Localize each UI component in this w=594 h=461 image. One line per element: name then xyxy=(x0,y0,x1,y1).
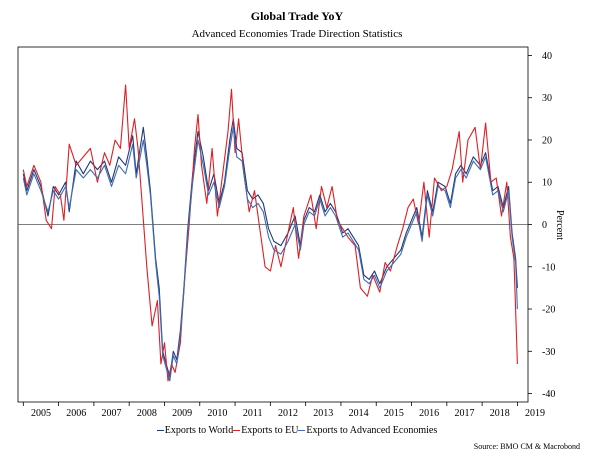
x-tick-label: 2016 xyxy=(419,408,439,419)
legend-swatch-world xyxy=(156,429,164,432)
y-axis-label: Percent xyxy=(554,210,565,240)
x-tick-label: 2011 xyxy=(243,408,263,419)
legend-swatch-advanced xyxy=(298,429,306,432)
x-tick-label: 2013 xyxy=(313,408,333,419)
source-note: Source: BMO CM & Macrobond xyxy=(473,442,580,451)
series-line-advanced xyxy=(22,126,518,382)
x-tick-label: 2010 xyxy=(207,408,227,419)
legend-swatch-eu xyxy=(233,429,241,432)
x-tick-label: 2015 xyxy=(384,408,404,419)
x-axis: 2005 2006 2007 2008 2009 2010 2011 2012 2013 2014… xyxy=(22,402,545,419)
chart-title: Global Trade YoY xyxy=(250,9,344,23)
x-tick-label: 2017 xyxy=(454,408,474,419)
y-tick-label: 10 xyxy=(542,178,552,189)
x-tick-label: 2005 xyxy=(31,408,51,419)
y-tick-label: -40 xyxy=(542,389,555,400)
x-tick-label: 2008 xyxy=(137,408,157,419)
legend-item-world: Exports to World xyxy=(156,425,234,436)
y-tick-label: 40 xyxy=(542,51,552,62)
legend-label-advanced: Exports to Advanced Economies xyxy=(306,425,438,436)
x-tick-label: 2009 xyxy=(172,408,192,419)
x-tick-label: 2019 xyxy=(525,408,545,419)
y-tick-label: -20 xyxy=(542,305,555,316)
chart-subtitle: Advanced Economies Trade Direction Stati… xyxy=(191,28,403,40)
x-tick-label: 2007 xyxy=(102,408,122,419)
x-tick-label: 2012 xyxy=(278,408,298,419)
y-axis: -40 -30 -20 -10 0 10 20 30 40 xyxy=(528,51,555,400)
y-tick-label: 30 xyxy=(542,93,552,104)
legend-item-advanced: Exports to Advanced Economies xyxy=(298,425,437,436)
y-tick-label: 20 xyxy=(542,135,552,146)
x-tick-label: 2014 xyxy=(349,408,369,419)
y-tick-label: 0 xyxy=(542,220,547,231)
legend: Exports to World Exports to EU Exports to … xyxy=(0,425,594,436)
series-line-world xyxy=(22,118,518,378)
series-line-eu xyxy=(22,84,518,382)
legend-label-eu: Exports to EU xyxy=(241,425,299,436)
legend-label-world: Exports to World xyxy=(164,425,234,436)
y-tick-label: -30 xyxy=(542,347,555,358)
x-tick-label: 2006 xyxy=(66,408,86,419)
series-lines xyxy=(22,84,518,382)
y-tick-label: -10 xyxy=(542,262,555,273)
legend-item-eu: Exports to EU xyxy=(233,425,298,436)
x-tick-label: 2018 xyxy=(490,408,510,419)
